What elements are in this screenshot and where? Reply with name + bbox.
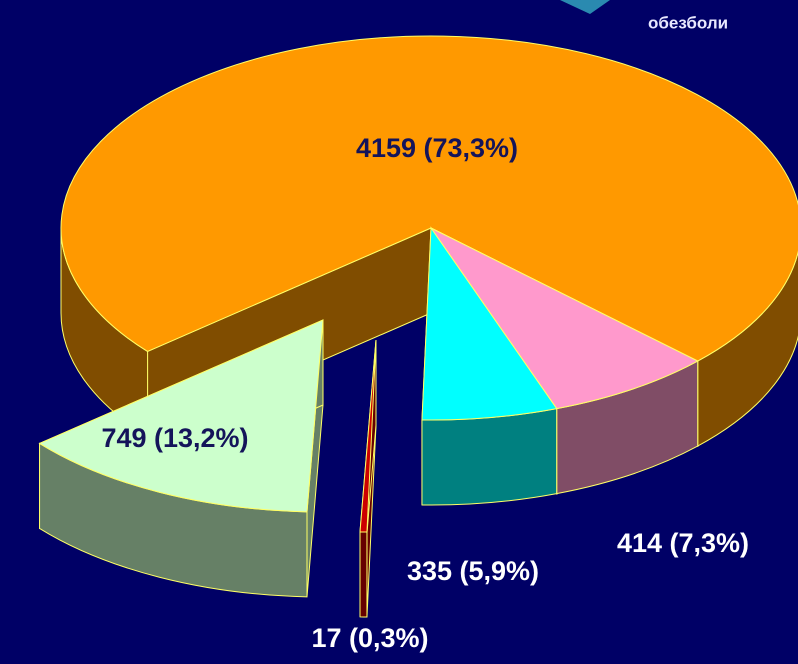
data-label: 4159 (73,3%) [356, 133, 518, 163]
annotation: обезболи [648, 13, 728, 32]
data-label: 749 (13,2%) [101, 423, 248, 453]
slice [430, 227, 699, 410]
slice [38, 319, 324, 513]
slice [60, 35, 798, 362]
data-label: 17 (0,3%) [311, 623, 428, 653]
decor [560, 0, 610, 14]
slice [359, 339, 377, 533]
slice [421, 226, 558, 421]
data-label: 335 (5,9%) [407, 556, 539, 586]
data-label: 414 (7,3%) [617, 528, 749, 558]
slice-side [359, 531, 368, 618]
slice-side [421, 407, 558, 506]
